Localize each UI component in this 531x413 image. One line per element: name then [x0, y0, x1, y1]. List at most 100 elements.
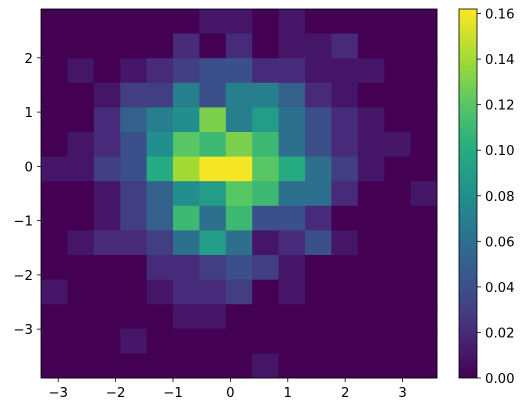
heatmap-cell: [146, 279, 174, 305]
heatmap-cell: [173, 353, 200, 379]
heatmap-cell: [146, 9, 174, 34]
heatmap-cell: [41, 33, 68, 59]
heatmap-cell: [67, 132, 95, 157]
heatmap-cell: [41, 279, 68, 305]
heatmap-cell: [410, 107, 438, 133]
heatmap-cell: [146, 353, 174, 379]
heatmap-cell: [305, 181, 332, 207]
heatmap-cell: [357, 9, 385, 34]
heatmap-cell: [357, 353, 385, 379]
heatmap-cell: [41, 9, 68, 34]
heatmap-cell: [357, 304, 385, 330]
heatmap-cell: [278, 107, 306, 133]
heatmap-cell: [199, 353, 227, 379]
heatmap-cell: [173, 328, 200, 354]
heatmap-cell: [41, 107, 68, 133]
heatmap-cell: [93, 58, 121, 84]
heatmap-cell: [410, 9, 438, 34]
colorbar-tick-label: 0.12: [485, 99, 515, 114]
heatmap-cell: [120, 328, 147, 354]
heatmap-cell: [357, 254, 385, 281]
heatmap-cell: [410, 33, 438, 59]
heatmap-cell: [225, 82, 253, 108]
heatmap-cell: [199, 82, 227, 108]
heatmap-cell: [120, 9, 147, 34]
heatmap-cell: [173, 107, 200, 133]
heatmap-cell: [146, 82, 174, 108]
heatmap-cell: [67, 279, 95, 305]
heatmap-cell: [410, 230, 438, 256]
heatmap-cell: [146, 181, 174, 207]
heatmap-cell: [146, 254, 174, 281]
heatmap-cell: [331, 230, 359, 256]
heatmap-cell: [331, 156, 359, 182]
heatmap-cell: [67, 33, 95, 59]
heatmap-cell: [225, 156, 253, 182]
heatmap-cell: [278, 132, 306, 157]
heatmap-cell: [120, 107, 147, 133]
x-tick-label: −3: [48, 386, 68, 401]
heatmap-cell: [173, 156, 200, 182]
heatmap-cell: [384, 304, 411, 330]
heatmap-cell: [120, 132, 147, 157]
heatmap-cell: [173, 132, 200, 157]
heatmap-cell: [278, 156, 306, 182]
heatmap-cell: [225, 9, 253, 34]
heatmap-cell: [173, 279, 200, 305]
heatmap-cell: [305, 82, 332, 108]
heatmap-cell: [384, 9, 411, 34]
heatmap-cell: [357, 33, 385, 59]
heatmap-cell: [67, 9, 95, 34]
heatmap-cell: [93, 254, 121, 281]
heatmap-cell: [384, 230, 411, 256]
heatmap-cell: [278, 279, 306, 305]
heatmap-cell: [67, 82, 95, 108]
heatmap-cell: [67, 107, 95, 133]
heatmap-cell: [305, 33, 332, 59]
x-tick-label: 2: [341, 386, 349, 401]
heatmap-cell: [305, 279, 332, 305]
heatmap-cell: [199, 205, 227, 231]
heatmap-cell: [93, 230, 121, 256]
x-axis: −3 −2 −1 0 1 2 3: [48, 378, 407, 401]
heatmap-cell: [225, 58, 253, 84]
heatmap-cell: [225, 328, 253, 354]
heatmap-cell: [305, 254, 332, 281]
heatmap-cell: [41, 328, 68, 354]
heatmap-cell: [331, 82, 359, 108]
y-tick-label: −3: [13, 323, 33, 338]
y-axis: −3 −2 −1 0 1 2: [13, 52, 41, 338]
heatmap-cell: [278, 82, 306, 108]
heatmap-cell: [305, 230, 332, 256]
heatmap-cell: [41, 353, 68, 379]
heatmap-cell: [225, 132, 253, 157]
heatmap-cell: [199, 181, 227, 207]
heatmap-cell: [146, 230, 174, 256]
colorbar-tick-label: 0.08: [485, 190, 515, 205]
heatmap-cell: [410, 156, 438, 182]
heatmap-cell: [331, 304, 359, 330]
heatmap-cell: [173, 205, 200, 231]
heatmap-cell: [173, 33, 200, 59]
heatmap-cell: [41, 132, 68, 157]
heatmap-cell: [384, 33, 411, 59]
heatmap-cell: [384, 181, 411, 207]
heatmap-cell: [278, 353, 306, 379]
heatmap-cell: [173, 304, 200, 330]
heatmap-cell: [120, 279, 147, 305]
heatmap-cell: [305, 353, 332, 379]
heatmap-cell: [252, 82, 279, 108]
heatmap-cell: [410, 205, 438, 231]
heatmap-cell: [410, 353, 438, 379]
heatmap-cell: [225, 304, 253, 330]
heatmap-cell: [384, 328, 411, 354]
heatmap-cell: [278, 230, 306, 256]
heatmap-cell: [93, 132, 121, 157]
heatmap-cell: [331, 33, 359, 59]
heatmap-cell: [252, 156, 279, 182]
heatmap-cell: [305, 205, 332, 231]
colorbar-tick-label: 0.16: [485, 8, 515, 23]
heatmap-cell: [278, 254, 306, 281]
heatmap-cell: [305, 58, 332, 84]
